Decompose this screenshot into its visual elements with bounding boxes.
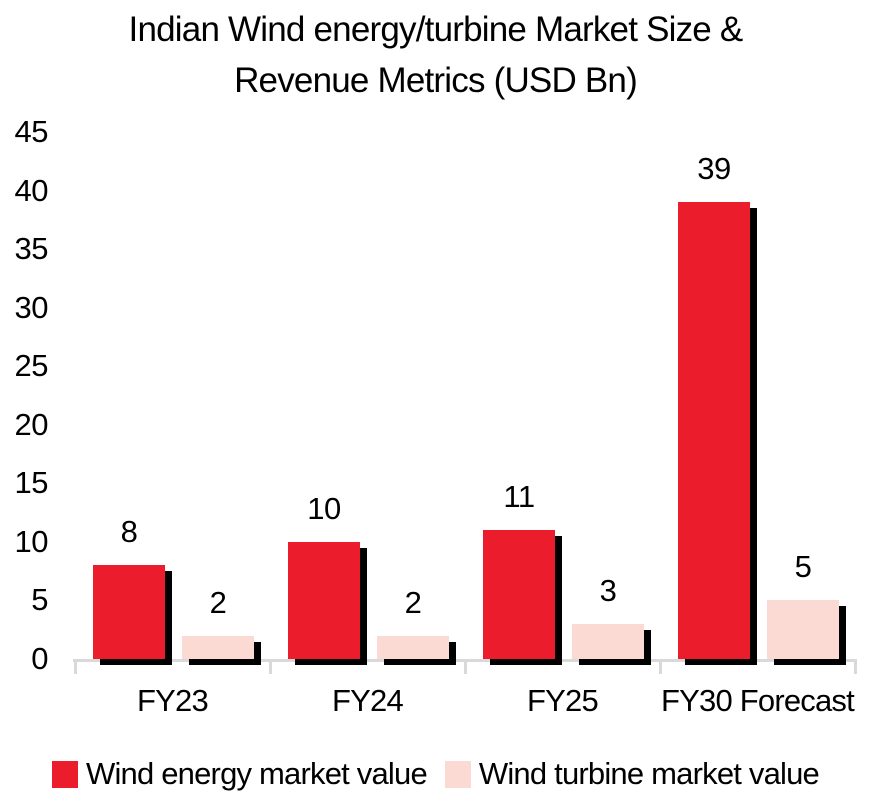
- bar-fy30-forecast-wind-turbine-market-value: [767, 600, 839, 659]
- legend-item-wind-turbine-market-value: Wind turbine market value: [444, 756, 820, 791]
- bar-fy24-wind-energy-market-value: [288, 542, 360, 659]
- data-label-fy25-wind-turbine-market-value: 3: [599, 573, 617, 608]
- legend-label: Wind turbine market value: [478, 756, 820, 791]
- plot-area: 8 2 10 2 11 3 39 5: [73, 132, 857, 674]
- data-label-fy30-forecast-wind-energy-market-value: 39: [697, 151, 731, 186]
- chart-title: Indian Wind energy/turbine Market Size &…: [0, 4, 871, 106]
- x-axis-label-fy23: FY23: [137, 683, 209, 718]
- x-axis-tick: [464, 659, 467, 674]
- x-axis-tick: [659, 659, 662, 674]
- x-axis-label-fy30-forecast: FY30 Forecast: [661, 683, 855, 718]
- legend-swatch-icon: [51, 760, 78, 788]
- x-axis-label-fy24: FY24: [332, 683, 404, 718]
- legend: Wind energy market value Wind turbine mar…: [0, 757, 871, 791]
- chart-title-line-1: Indian Wind energy/turbine Market Size &: [128, 10, 744, 49]
- legend-swatch-icon: [444, 760, 471, 788]
- y-axis-label-15: 15: [14, 465, 49, 501]
- y-axis-label-0: 0: [31, 641, 48, 676]
- bar-fy25-wind-turbine-market-value: [572, 624, 644, 659]
- x-axis-tick: [854, 659, 857, 674]
- legend-label: Wind energy market value: [85, 756, 428, 791]
- y-axis-label-25: 25: [14, 348, 49, 384]
- bar-fy25-wind-energy-market-value: [483, 530, 555, 659]
- x-axis-tick: [269, 659, 272, 674]
- bar-fy30-forecast-wind-energy-market-value: [678, 202, 750, 659]
- data-label-fy23-wind-energy-market-value: 8: [120, 514, 138, 549]
- bar-fy24-wind-turbine-market-value: [377, 636, 449, 659]
- y-axis-label-10: 10: [14, 523, 49, 559]
- data-label-fy24-wind-turbine-market-value: 2: [404, 585, 422, 620]
- y-axis-label-45: 45: [14, 114, 49, 149]
- x-axis-tick: [74, 659, 77, 674]
- y-axis-label-40: 40: [14, 172, 49, 208]
- data-label-fy25-wind-energy-market-value: 11: [503, 479, 535, 514]
- data-label-fy24-wind-energy-market-value: 10: [307, 491, 341, 526]
- data-label-fy30-forecast-wind-turbine-market-value: 5: [794, 549, 812, 584]
- data-label-fy23-wind-turbine-market-value: 2: [209, 585, 227, 620]
- bar-fy23-wind-energy-market-value: [93, 565, 165, 659]
- y-axis: 0 5 10 15 20 25 30 35 40 45: [0, 115, 49, 676]
- chart-title-line-2: Revenue Metrics (USD Bn): [234, 61, 638, 100]
- x-axis-label-fy25: FY25: [527, 683, 599, 718]
- x-axis: FY23 FY24 FY25 FY30 Forecast: [75, 683, 855, 723]
- y-axis-label-30: 30: [14, 289, 49, 325]
- y-axis-label-5: 5: [31, 582, 48, 618]
- y-axis-label-20: 20: [14, 406, 49, 442]
- y-axis-label-35: 35: [14, 231, 49, 267]
- bar-fy23-wind-turbine-market-value: [182, 636, 254, 659]
- legend-item-wind-energy-market-value: Wind energy market value: [51, 756, 428, 791]
